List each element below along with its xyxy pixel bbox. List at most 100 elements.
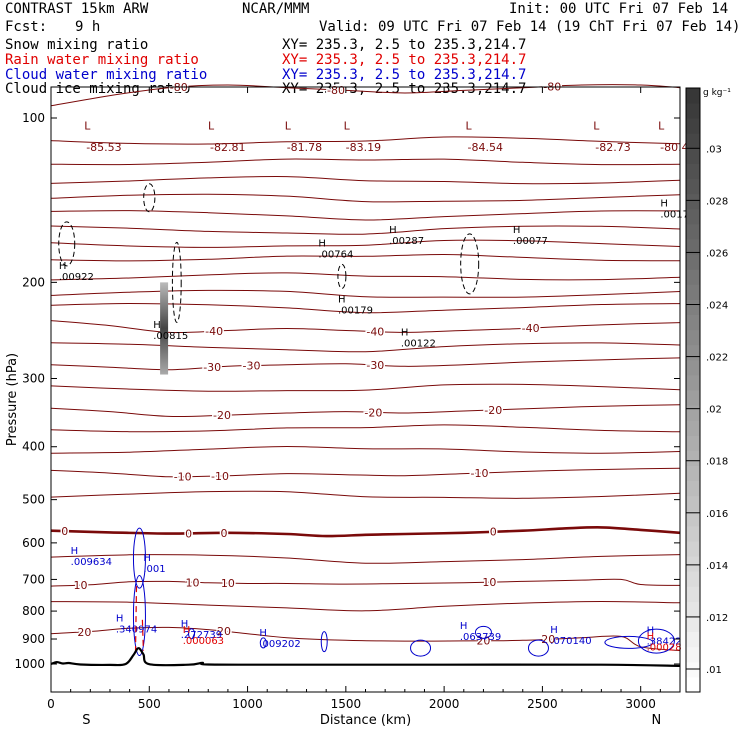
low-marker: L xyxy=(344,120,351,133)
isotherm-line xyxy=(50,210,681,221)
snow-max-label: .00287 xyxy=(389,236,424,247)
snow-contour xyxy=(337,263,347,289)
colorbar-swatch xyxy=(686,254,700,270)
isotherm-line xyxy=(50,490,681,499)
valid-time: Valid: 09 UTC Fri 07 Feb 14 (19 ChT Fri … xyxy=(319,19,740,35)
colorbar-swatch xyxy=(686,118,700,134)
colorbar-frame xyxy=(685,87,701,693)
cloud-water-contour xyxy=(188,628,196,640)
isotherm-label: 20 xyxy=(541,633,555,646)
colorbar-swatch xyxy=(686,390,700,406)
y-tick-label: 800 xyxy=(22,604,45,618)
isotherm-label: -80 xyxy=(170,81,188,94)
colorbar-tick-label: .03 xyxy=(706,144,722,155)
init-time: Init: 00 UTC Fri 07 Feb 14 xyxy=(509,1,729,17)
cloud-water-contour xyxy=(637,628,675,654)
cloud-water-max-label: .340974 xyxy=(116,625,157,636)
low-marker: L xyxy=(208,120,215,133)
colorbar-swatch xyxy=(686,556,700,572)
colorbar-swatch xyxy=(686,676,700,693)
rain-contour xyxy=(141,619,144,651)
y-tick-label: 400 xyxy=(22,440,45,454)
cloud-water-contour xyxy=(320,631,328,653)
cloud-water-max-label: .009202 xyxy=(259,639,300,650)
fcst-label: Fcst: xyxy=(5,19,48,35)
isotherm-line xyxy=(50,84,681,107)
snow-max-label: .00179 xyxy=(338,305,373,316)
north-end-label: N xyxy=(652,713,662,728)
snow-contour xyxy=(58,221,76,267)
isotherm-label: -10 xyxy=(471,467,489,480)
colorbar-tick-label: .016 xyxy=(706,509,728,520)
isotherm-line xyxy=(50,342,681,353)
isotherm-label: -20 xyxy=(484,404,502,417)
isotherm-label: -20 xyxy=(213,409,231,422)
colorbar-unit: g kg⁻¹ xyxy=(703,88,731,98)
colorbar-tick-label: .018 xyxy=(706,457,728,468)
snow-max-marker: H xyxy=(513,225,521,236)
colorbar-swatch xyxy=(686,284,700,300)
cloud-water-max-marker: H xyxy=(460,621,468,632)
isotherm-label: 20 xyxy=(77,626,91,639)
isotherm-label: 10 xyxy=(221,577,235,590)
cloud-water-max-label: .272739 xyxy=(181,630,222,641)
cloud-water-contour xyxy=(527,639,549,657)
colorbar-swatch xyxy=(686,314,700,331)
y-axis-label: Pressure (hPa) xyxy=(5,353,20,446)
fcst-value: 9 h xyxy=(75,19,101,35)
cloud-water-max-marker: H xyxy=(116,614,124,625)
isotherm-label: 0 xyxy=(490,526,497,539)
legend-rain-name: Rain water mixing ratio xyxy=(5,52,199,68)
isotherm-label: 20 xyxy=(217,625,231,638)
legend-rain-xy: XY= 235.3, 2.5 to 235.3,214.7 xyxy=(282,52,527,68)
colorbar-swatch xyxy=(686,450,700,466)
colorbar-swatch xyxy=(686,510,700,527)
isotherm-label: 10 xyxy=(73,579,87,592)
y-tick-label: 500 xyxy=(22,493,45,507)
cloud-water-max-marker: H xyxy=(71,546,79,557)
cloud-water-contour xyxy=(132,527,146,589)
x-tick-label: 2500 xyxy=(527,697,558,711)
colorbar-swatch xyxy=(686,646,700,663)
isotherm-line xyxy=(50,578,681,587)
legend-cloudwater-xy: XY= 235.3, 2.5 to 235.3,214.7 xyxy=(282,67,527,83)
low-value-label: -85.53 xyxy=(86,141,121,154)
colorbar-swatch xyxy=(686,208,700,225)
isotherm-line xyxy=(50,302,681,314)
y-tick-label: 300 xyxy=(22,372,45,386)
colorbar-swatch xyxy=(686,103,700,119)
colorbar-tick-label: .01 xyxy=(706,665,722,676)
isotherm-label: 10 xyxy=(186,576,200,589)
cloud-water-max-label: .001 xyxy=(143,564,165,575)
cloud-water-contour xyxy=(132,574,146,656)
isotherm-line xyxy=(50,554,681,564)
snow-max-marker: H xyxy=(318,238,326,249)
colorbar-tick-label: .024 xyxy=(706,301,728,312)
colorbar-swatch xyxy=(686,601,700,617)
colorbar-swatch xyxy=(686,269,700,285)
isotherm-line xyxy=(50,526,681,538)
terrain-line xyxy=(50,647,681,667)
x-tick-label: 3000 xyxy=(625,697,656,711)
snow-shaded-column xyxy=(160,282,169,375)
colorbar-swatch xyxy=(686,480,700,497)
y-tick-label: 200 xyxy=(22,275,45,289)
x-tick-label: 1500 xyxy=(331,697,362,711)
rain-contour xyxy=(134,586,138,651)
isotherm-label: 0 xyxy=(220,527,227,540)
legend-cloudwater-name: Cloud water mixing ratio xyxy=(5,67,208,83)
cloud-water-max-label: .38422 xyxy=(647,637,682,648)
south-end-label: S xyxy=(82,713,90,728)
colorbar-swatch xyxy=(686,525,700,542)
x-tick-label: 2000 xyxy=(429,697,460,711)
rain-max-label: .000063 xyxy=(183,636,224,647)
colorbar-swatch xyxy=(686,329,700,346)
isotherm-line xyxy=(50,404,681,418)
isotherm-line xyxy=(50,253,681,262)
rain-max-marker: H xyxy=(183,625,191,636)
colorbar-swatch xyxy=(686,163,700,180)
y-tick-label: 1000 xyxy=(14,657,45,671)
isotherm-label: -30 xyxy=(243,360,261,373)
